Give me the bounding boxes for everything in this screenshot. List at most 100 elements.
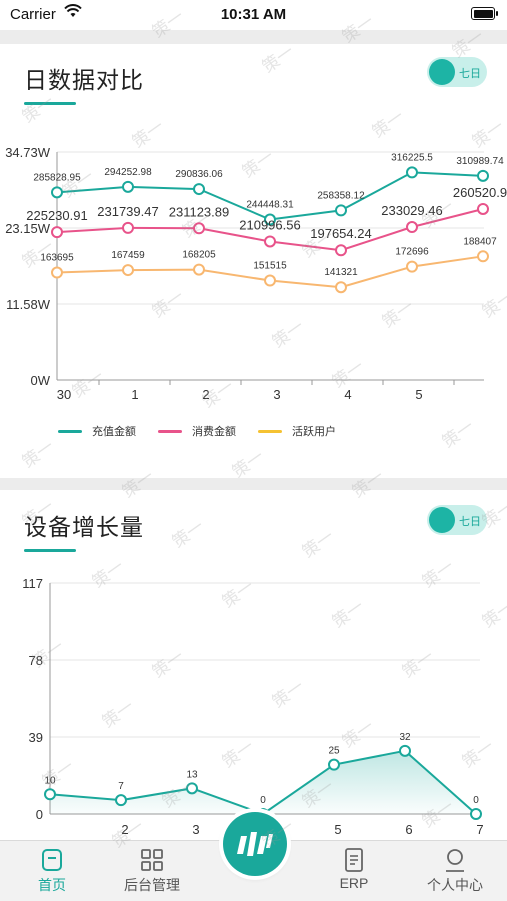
data-label: 141321 <box>324 267 358 278</box>
data-point <box>264 274 276 287</box>
data-point <box>122 264 134 277</box>
wifi-icon <box>64 4 82 17</box>
toggle-knob <box>429 59 455 85</box>
data-label: 13 <box>186 769 198 780</box>
y-tick-label: 23.15W <box>5 221 51 236</box>
toggle-knob <box>429 507 455 533</box>
status-bar: Carrier 10:31 AM <box>0 0 507 30</box>
legend-swatch <box>58 429 82 433</box>
legend-item-spend[interactable]: 消费金额 <box>158 423 236 439</box>
y-tick-label: 0W <box>31 373 51 388</box>
data-point <box>264 213 276 226</box>
device-growth-chart: 117 78 39 0 2 3 5 6 7 10 7 13 0 25 32 0 <box>22 576 483 837</box>
data-point <box>335 204 347 217</box>
daily-comparison-card: 日数据对比 七日 <box>0 44 507 478</box>
tab-backend-management[interactable]: 后台管理 <box>102 843 202 895</box>
data-point <box>122 180 134 193</box>
data-point <box>335 244 347 257</box>
tab-label: 个人中心 <box>427 877 483 893</box>
tab-erp[interactable]: ERP <box>304 843 404 891</box>
x-tick-label: 5 <box>334 822 341 837</box>
data-point <box>51 266 63 279</box>
user-icon <box>446 849 464 872</box>
document-icon <box>345 848 363 872</box>
data-label: 285828.95 <box>33 172 81 183</box>
tab-home[interactable]: 首页 <box>2 843 102 895</box>
data-label: 231739.47 <box>97 204 158 219</box>
y-tick-label: 117 <box>22 576 43 591</box>
data-label: 310989.74 <box>456 156 504 167</box>
data-label: 225230.91 <box>26 208 87 223</box>
data-label: 231123.89 <box>169 204 230 219</box>
toggle-label: 七日 <box>459 68 481 80</box>
data-label: 244448.31 <box>246 200 294 211</box>
home-icon <box>42 849 62 871</box>
tab-label: 后台管理 <box>124 877 180 893</box>
x-tick-label: 3 <box>273 387 280 402</box>
y-tick-label: 34.73W <box>5 145 51 160</box>
data-label: 168205 <box>182 250 216 261</box>
daily-comparison-title: 日数据对比 <box>24 67 144 93</box>
grid-icon <box>141 849 163 871</box>
area-fill <box>50 750 476 814</box>
legend-label: 消费金额 <box>192 426 236 438</box>
x-tick-label: 5 <box>415 387 422 402</box>
x-tick-label: 7 <box>476 822 483 837</box>
carrier-label: Carrier <box>10 6 56 23</box>
data-point <box>193 222 205 235</box>
toggle-label: 七日 <box>459 516 481 528</box>
data-label: 294252.98 <box>104 167 152 178</box>
tab-personal-center[interactable]: 个人中心 <box>405 843 505 895</box>
data-label: 260520.9 <box>453 185 507 200</box>
tab-label: ERP <box>339 875 369 891</box>
title-underline <box>24 549 76 552</box>
data-label: 10 <box>44 775 56 786</box>
seven-day-toggle[interactable]: 七日 <box>427 57 487 87</box>
data-label: 7 <box>118 781 124 792</box>
data-label: 32 <box>399 732 411 743</box>
y-tick-label: 11.58W <box>6 297 51 312</box>
y-tick-label: 39 <box>29 730 43 745</box>
legend-item-recharge[interactable]: 充值金额 <box>58 423 136 439</box>
data-label: 197654.24 <box>310 226 371 241</box>
device-growth-title: 设备增长量 <box>24 514 144 540</box>
data-point <box>44 788 56 801</box>
data-point <box>328 758 340 771</box>
data-point <box>477 169 489 182</box>
data-point <box>406 166 418 179</box>
data-label: 188407 <box>463 236 497 247</box>
center-action-button[interactable] <box>223 812 287 876</box>
data-point <box>335 281 347 294</box>
data-point <box>406 260 418 273</box>
clock-label: 10:31 AM <box>220 6 287 23</box>
x-tick-label: 1 <box>131 387 138 402</box>
legend-label: 活跃用户 <box>292 426 336 438</box>
x-tick-label: 2 <box>121 822 128 837</box>
data-label: 233029.46 <box>381 203 442 218</box>
data-point <box>406 221 418 234</box>
data-point <box>399 744 411 757</box>
data-point <box>51 226 63 239</box>
data-label: 316225.5 <box>391 152 433 163</box>
y-tick-label: 0 <box>36 807 43 822</box>
data-label: 25 <box>328 746 340 757</box>
legend-item-active-users[interactable]: 活跃用户 <box>258 423 336 439</box>
data-point <box>193 183 205 196</box>
x-tick-label: 30 <box>57 387 71 402</box>
legend-swatch <box>258 429 282 433</box>
data-point <box>470 808 482 820</box>
data-label: 163695 <box>40 253 74 264</box>
data-label: 0 <box>473 795 479 806</box>
data-point <box>186 782 198 795</box>
data-point <box>264 235 276 248</box>
data-point <box>193 263 205 276</box>
data-label: 167459 <box>111 250 145 261</box>
data-label: 210996.56 <box>239 217 300 232</box>
daily-comparison-chart: 34.73W 23.15W 11.58W 0W 30 1 2 3 4 5 285828.95 2942… <box>5 145 507 402</box>
x-tick-label: 6 <box>405 822 412 837</box>
data-point <box>477 250 489 263</box>
data-label: 0 <box>260 795 266 806</box>
seven-day-toggle[interactable]: 七日 <box>427 505 487 535</box>
data-point <box>477 202 489 215</box>
data-point <box>115 794 127 807</box>
